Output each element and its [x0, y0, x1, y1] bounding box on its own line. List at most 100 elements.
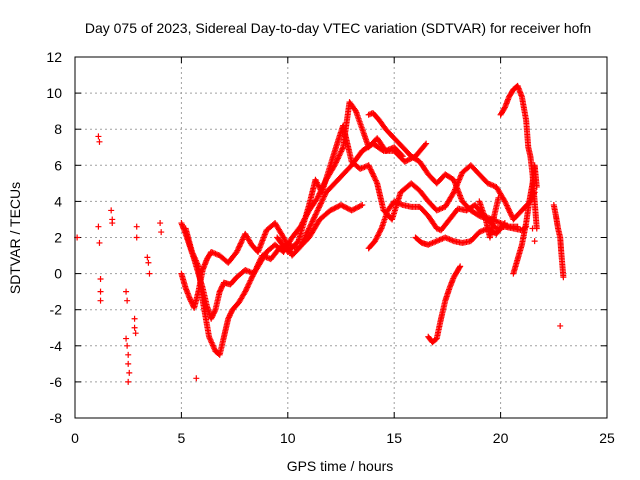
- data-point: [341, 204, 348, 211]
- data-point: [316, 203, 323, 210]
- data-point: [146, 270, 153, 277]
- data-point: [238, 239, 245, 246]
- data-point: [308, 221, 315, 228]
- chart-title: Day 075 of 2023, Sidereal Day-to-day VTE…: [85, 20, 591, 36]
- data-point: [560, 274, 567, 281]
- data-point: [355, 204, 362, 211]
- data-point: [505, 205, 512, 212]
- data-point: [359, 202, 366, 209]
- data-point: [334, 204, 341, 211]
- data-point: [339, 202, 346, 209]
- series-isolated: [74, 133, 564, 385]
- data-point: [235, 244, 242, 251]
- data-point: [244, 283, 251, 290]
- data-point: [315, 193, 322, 200]
- data-point: [328, 206, 335, 213]
- y-tick-label: -2: [50, 302, 63, 318]
- data-point: [506, 208, 513, 215]
- data-point: [336, 151, 343, 158]
- data-point: [242, 288, 249, 295]
- data-point: [368, 169, 375, 176]
- data-point: [158, 229, 165, 236]
- x-tick-label: 10: [280, 430, 296, 446]
- x-tick-label: 25: [599, 430, 615, 446]
- data-point: [97, 297, 104, 304]
- data-point: [398, 152, 405, 159]
- data-point: [123, 288, 130, 295]
- data-point: [243, 285, 250, 292]
- data-point: [211, 307, 218, 314]
- data-point: [281, 235, 288, 242]
- x-axis-ticks: 0 5 10 15 20 25: [71, 57, 615, 446]
- data-point: [335, 153, 342, 160]
- data-point: [533, 183, 540, 190]
- data-point: [124, 342, 131, 349]
- data-point: [238, 237, 245, 244]
- data-point: [95, 223, 102, 230]
- data-point: [312, 211, 319, 218]
- data-point: [133, 223, 140, 230]
- data-point: [310, 215, 317, 222]
- x-tick-label: 0: [71, 430, 79, 446]
- data-point: [353, 204, 360, 211]
- data-point: [371, 174, 378, 181]
- x-tick-label: 5: [178, 430, 186, 446]
- data-point: [351, 206, 358, 213]
- data-point: [334, 155, 341, 162]
- data-point: [96, 239, 103, 246]
- data-point: [457, 263, 464, 270]
- data-point: [327, 207, 334, 214]
- data-point: [336, 152, 343, 159]
- data-markers: [74, 82, 567, 385]
- series-track-12: [550, 202, 567, 281]
- data-point: [403, 158, 410, 165]
- data-point: [306, 225, 313, 232]
- data-point: [370, 172, 377, 179]
- data-point: [348, 207, 355, 214]
- data-point: [372, 177, 379, 184]
- y-tick-label: -4: [50, 338, 63, 354]
- data-point: [304, 229, 311, 236]
- data-point: [235, 246, 242, 253]
- y-tick-label: 10: [46, 85, 62, 101]
- y-tick-label: 4: [54, 193, 62, 209]
- series-track-9: [476, 194, 502, 241]
- data-point: [456, 264, 463, 271]
- data-point: [308, 219, 315, 226]
- data-point: [321, 193, 328, 200]
- data-point: [126, 369, 133, 376]
- data-point: [337, 149, 344, 156]
- data-point: [246, 278, 253, 285]
- data-point: [503, 202, 510, 209]
- y-tick-label: 2: [54, 230, 62, 246]
- data-point: [339, 145, 346, 152]
- data-point: [401, 158, 408, 165]
- data-point: [313, 208, 320, 215]
- data-point: [321, 192, 328, 199]
- y-tick-label: -6: [50, 374, 63, 390]
- data-point: [242, 287, 249, 294]
- data-point: [123, 335, 130, 342]
- data-point: [96, 138, 103, 145]
- data-point: [305, 226, 312, 233]
- series-track-10: [497, 82, 540, 232]
- data-point: [302, 233, 309, 240]
- data-point: [246, 280, 253, 287]
- data-point: [248, 274, 255, 281]
- series-track-4: [274, 122, 538, 255]
- data-point: [157, 220, 164, 227]
- x-tick-label: 15: [386, 430, 402, 446]
- data-point: [356, 203, 363, 210]
- y-axis-ticks: -8 -6 -4 -2 0 2 4 6 8 10 12: [46, 49, 607, 426]
- data-point: [97, 288, 104, 295]
- data-point: [314, 194, 321, 201]
- data-point: [237, 240, 244, 247]
- data-point: [507, 209, 514, 216]
- data-point: [330, 206, 337, 213]
- data-point: [132, 330, 139, 337]
- data-point: [281, 237, 288, 244]
- data-point: [95, 133, 102, 140]
- data-point: [304, 228, 311, 235]
- x-tick-label: 20: [493, 430, 509, 446]
